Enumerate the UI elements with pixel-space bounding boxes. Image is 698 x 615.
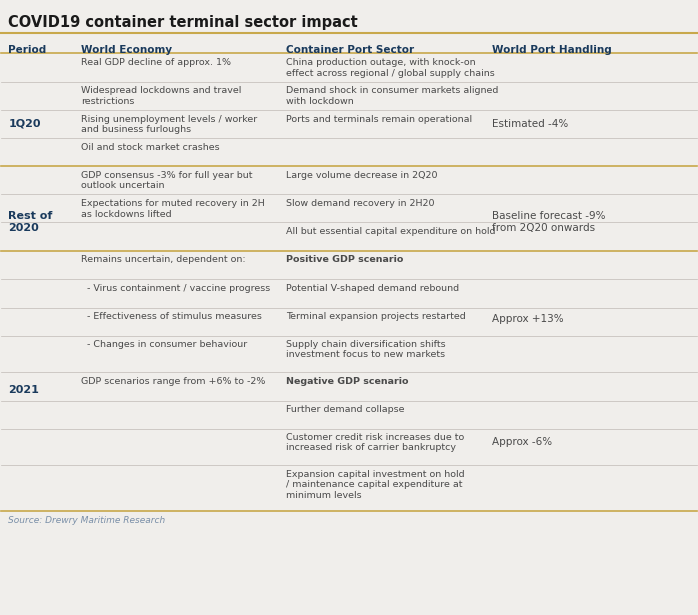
- Text: Container Port Sector: Container Port Sector: [286, 46, 415, 55]
- Text: Potential V-shaped demand rebound: Potential V-shaped demand rebound: [286, 284, 459, 293]
- Text: Ports and terminals remain operational: Ports and terminals remain operational: [286, 114, 473, 124]
- Text: Source: Drewry Maritime Research: Source: Drewry Maritime Research: [8, 516, 165, 525]
- Text: - Virus containment / vaccine progress: - Virus containment / vaccine progress: [82, 284, 271, 293]
- Text: China production outage, with knock-on
effect across regional / global supply ch: China production outage, with knock-on e…: [286, 58, 495, 77]
- Text: Remains uncertain, dependent on:: Remains uncertain, dependent on:: [82, 255, 246, 264]
- Text: World Economy: World Economy: [82, 46, 172, 55]
- Text: Expectations for muted recovery in 2H
as lockdowns lifted: Expectations for muted recovery in 2H as…: [82, 199, 265, 218]
- Text: Slow demand recovery in 2H20: Slow demand recovery in 2H20: [286, 199, 435, 208]
- Text: GDP consensus -3% for full year but
outlook uncertain: GDP consensus -3% for full year but outl…: [82, 171, 253, 191]
- Text: 2021: 2021: [8, 386, 39, 395]
- Text: Customer credit risk increases due to
increased risk of carrier bankruptcy: Customer credit risk increases due to in…: [286, 433, 465, 453]
- Text: Rising unemployment levels / worker
and business furloughs: Rising unemployment levels / worker and …: [82, 114, 258, 134]
- Text: - Changes in consumer behaviour: - Changes in consumer behaviour: [82, 340, 248, 349]
- Text: Further demand collapse: Further demand collapse: [286, 405, 405, 414]
- Text: Negative GDP scenario: Negative GDP scenario: [286, 376, 409, 386]
- Text: Period: Period: [8, 46, 47, 55]
- Text: Widespread lockdowns and travel
restrictions: Widespread lockdowns and travel restrict…: [82, 87, 242, 106]
- Text: Approx -6%: Approx -6%: [491, 437, 551, 446]
- Text: Rest of
2020: Rest of 2020: [8, 212, 53, 233]
- Text: Real GDP decline of approx. 1%: Real GDP decline of approx. 1%: [82, 58, 231, 67]
- Text: Approx +13%: Approx +13%: [491, 314, 563, 324]
- Text: Expansion capital investment on hold
/ maintenance capital expenditure at
minimu: Expansion capital investment on hold / m…: [286, 470, 465, 499]
- Text: 1Q20: 1Q20: [8, 119, 41, 129]
- Text: Baseline forecast -9%
from 2Q20 onwards: Baseline forecast -9% from 2Q20 onwards: [491, 212, 605, 233]
- Text: Terminal expansion projects restarted: Terminal expansion projects restarted: [286, 312, 466, 321]
- Text: Estimated -4%: Estimated -4%: [491, 119, 567, 129]
- Text: Demand shock in consumer markets aligned
with lockdown: Demand shock in consumer markets aligned…: [286, 87, 499, 106]
- Text: Oil and stock market crashes: Oil and stock market crashes: [82, 143, 220, 152]
- Text: All but essential capital expenditure on hold: All but essential capital expenditure on…: [286, 228, 496, 236]
- Text: Positive GDP scenario: Positive GDP scenario: [286, 255, 404, 264]
- Text: World Port Handling: World Port Handling: [491, 46, 611, 55]
- Text: Large volume decrease in 2Q20: Large volume decrease in 2Q20: [286, 171, 438, 180]
- Text: - Effectiveness of stimulus measures: - Effectiveness of stimulus measures: [82, 312, 262, 321]
- Text: COVID19 container terminal sector impact: COVID19 container terminal sector impact: [8, 15, 358, 30]
- Text: GDP scenarios range from +6% to -2%: GDP scenarios range from +6% to -2%: [82, 376, 266, 386]
- Text: Supply chain diversification shifts
investment focus to new markets: Supply chain diversification shifts inve…: [286, 340, 446, 359]
